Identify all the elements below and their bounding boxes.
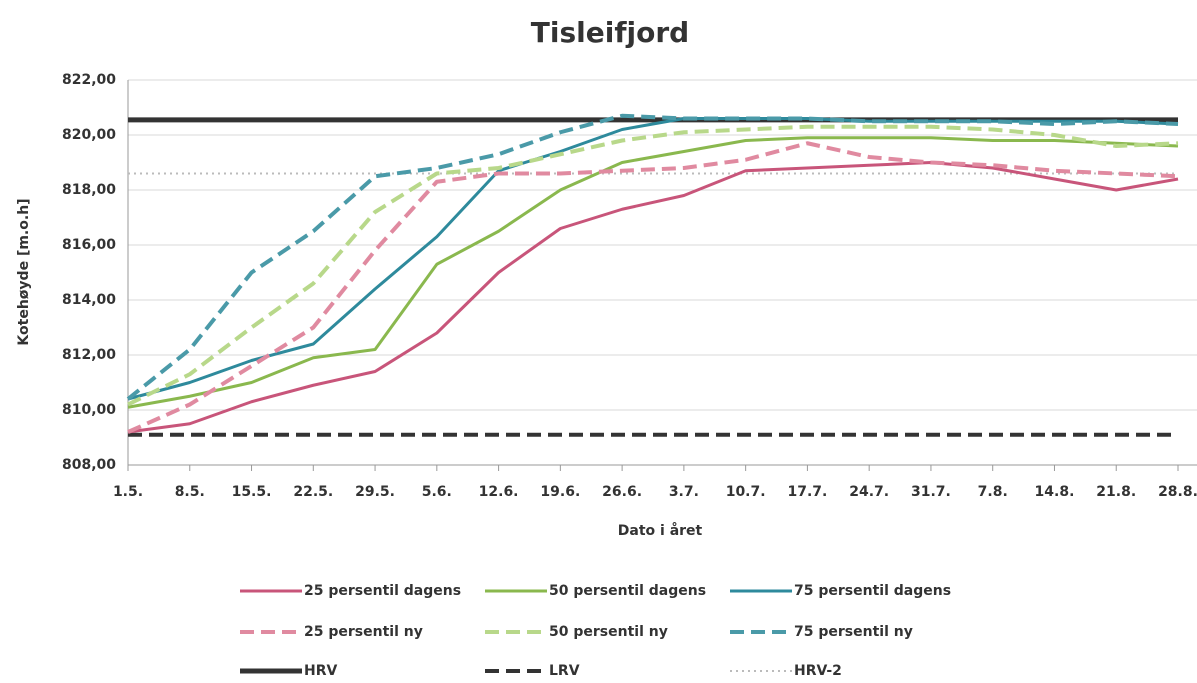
legend-label: LRV <box>549 663 580 679</box>
y-tick-label: 816,00 <box>62 237 116 253</box>
series-line <box>127 117 1179 401</box>
y-tick-label: 818,00 <box>62 182 116 198</box>
chart-title: Tisleifjord <box>531 16 689 49</box>
legend-label: 25 persentil dagens <box>304 583 461 599</box>
series-line <box>127 136 1179 409</box>
x-axis-label: Dato i året <box>618 522 703 539</box>
x-tick-label: 8.5. <box>175 484 205 500</box>
x-tick-label: 17.7. <box>787 484 827 500</box>
legend-label: 50 persentil ny <box>549 624 668 640</box>
y-tick-label: 810,00 <box>62 402 116 418</box>
series-line <box>127 124 1179 407</box>
y-tick-label: 808,00 <box>62 457 116 473</box>
x-tick-label: 14.8. <box>1035 484 1075 500</box>
legend-label: 50 persentil dagens <box>549 583 706 599</box>
x-tick-label: 12.6. <box>479 484 519 500</box>
x-tick-label: 22.5. <box>293 484 333 500</box>
x-tick-label: 5.6. <box>422 484 452 500</box>
y-axis-label: Kotehøyde [m.o.h] <box>16 198 32 345</box>
y-tick-label: 812,00 <box>62 347 116 363</box>
x-tick-label: 31.7. <box>911 484 951 500</box>
x-tick-label: 10.7. <box>726 484 766 500</box>
x-tick-label: 24.7. <box>849 484 889 500</box>
x-tick-label: 15.5. <box>232 484 272 500</box>
legend-label: 75 persentil dagens <box>794 583 951 599</box>
series-line <box>127 141 1179 434</box>
series-line <box>126 113 1179 401</box>
x-tick-label: 28.8. <box>1158 484 1197 500</box>
legend-label: 75 persentil ny <box>794 624 913 640</box>
x-tick-label: 1.5. <box>113 484 143 500</box>
legend-label: HRV-2 <box>794 663 842 679</box>
series-line <box>127 161 1179 434</box>
y-tick-label: 814,00 <box>62 292 116 308</box>
y-tick-label: 822,00 <box>62 72 116 88</box>
x-tick-label: 26.6. <box>602 484 642 500</box>
legend-label: HRV <box>304 663 337 679</box>
y-tick-label: 820,00 <box>62 127 116 143</box>
x-tick-label: 7.8. <box>978 484 1008 500</box>
x-tick-label: 29.5. <box>355 484 395 500</box>
legend-label: 25 persentil ny <box>304 624 423 640</box>
x-tick-label: 3.7. <box>669 484 699 500</box>
x-tick-label: 19.6. <box>540 484 580 500</box>
x-tick-label: 21.8. <box>1096 484 1136 500</box>
